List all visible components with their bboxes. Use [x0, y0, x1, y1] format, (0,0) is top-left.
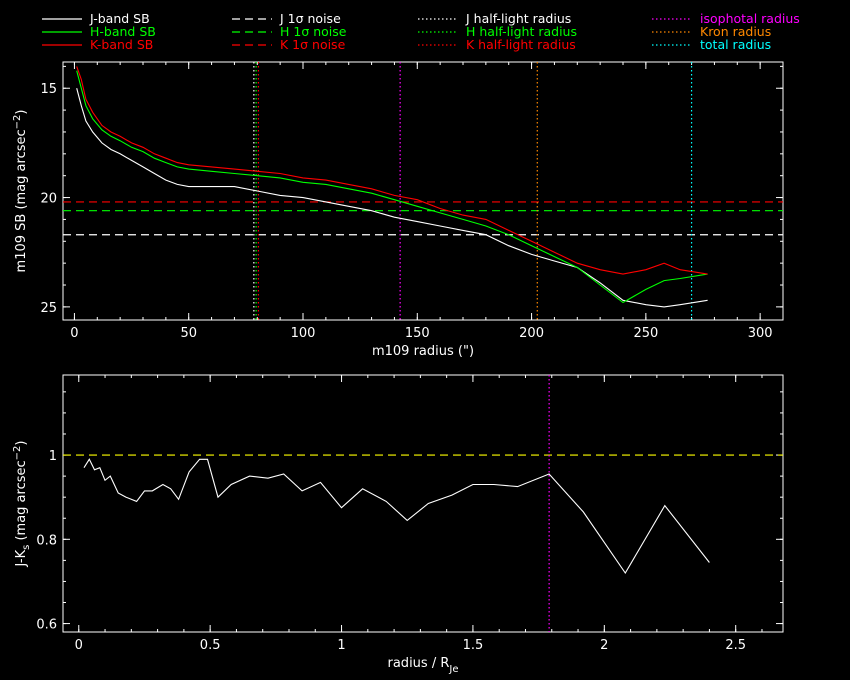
legend-label: K-band SB [90, 37, 153, 52]
x-tick-label: 0 [70, 326, 78, 341]
x-axis-label: radius / RJe [388, 656, 459, 675]
x-tick-label: 100 [291, 326, 316, 341]
legend-label: J 1σ noise [279, 11, 341, 26]
legend-label: H-band SB [90, 24, 156, 39]
x-tick-label: 250 [633, 326, 658, 341]
legend-label: isophotal radius [700, 11, 800, 26]
series-line [83, 458, 710, 575]
x-tick-label: 0 [75, 638, 83, 653]
y-tick-label: 0.6 [36, 618, 57, 633]
legend-label: J-band SB [89, 11, 150, 26]
y-axis-label: J-Ks (mag arcsec−2) [12, 441, 32, 568]
y-axis-label: m109 SB (mag arcsec−2) [12, 110, 29, 273]
x-tick-label: 150 [405, 326, 430, 341]
series-line [76, 70, 708, 304]
legend-label: K half-light radius [466, 37, 576, 52]
y-tick-label: 0.8 [36, 533, 57, 548]
y-tick-label: 25 [40, 301, 57, 316]
legend-label: H half-light radius [466, 24, 577, 39]
x-axis-label: m109 radius (") [372, 344, 474, 359]
legend-label: H 1σ noise [280, 24, 347, 39]
x-tick-label: 2.5 [725, 638, 746, 653]
series-line [76, 88, 708, 308]
legend-label: J half-light radius [465, 11, 571, 26]
x-tick-label: 300 [748, 326, 773, 341]
x-tick-label: 200 [519, 326, 544, 341]
plot-frame [62, 61, 784, 321]
y-tick-label: 1 [49, 449, 57, 464]
x-tick-label: 1 [337, 638, 345, 653]
color-profile-panel: 0 0.5 1 1.5 2 2.5 0.6 0.8 1 radius / RJe J-Ks (mag… [12, 374, 784, 675]
y-tick-label: 20 [40, 192, 57, 207]
x-tick-label: 1.5 [463, 638, 484, 653]
legend-label: total radius [700, 37, 771, 52]
sb-profile-panel: 0 50 100 150 200 250 300 15 20 25 m109 radius (") m… [12, 61, 784, 359]
x-tick-label: 2 [600, 638, 608, 653]
legend-label: K 1σ noise [280, 37, 346, 52]
y-tick-label: 15 [40, 82, 57, 97]
plot-frame [62, 374, 784, 633]
x-tick-label: 50 [180, 326, 197, 341]
x-tick-label: 0.5 [200, 638, 221, 653]
series-line [76, 66, 708, 275]
legend-label: Kron radius [700, 24, 771, 39]
